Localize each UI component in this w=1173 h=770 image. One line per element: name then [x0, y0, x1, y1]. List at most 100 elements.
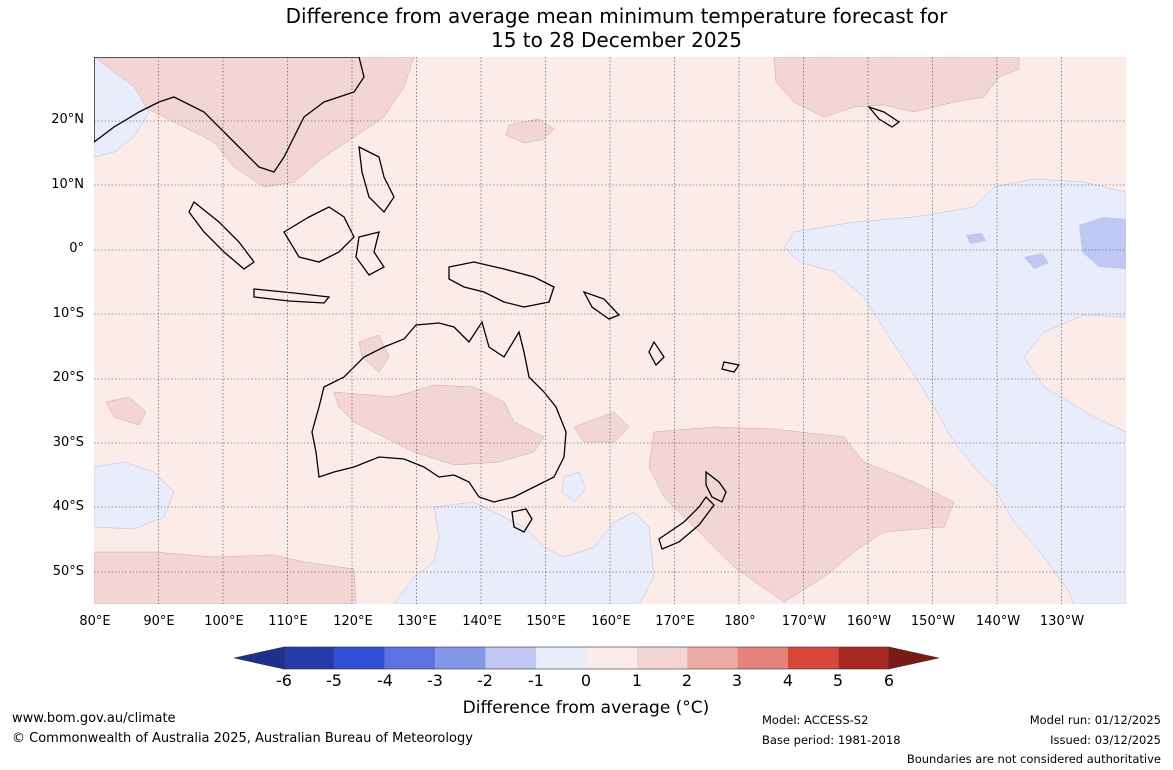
lat-label-30s: 30°S: [52, 435, 84, 450]
lon-label-100e: 100°E: [204, 614, 244, 629]
colorbar-tick: 2: [681, 671, 693, 690]
lon-label-140e: 140°E: [462, 614, 502, 629]
cool-patch-bight: [561, 471, 587, 503]
title-line-2: 15 to 28 December 2025: [490, 28, 742, 52]
website-link[interactable]: www.bom.gov.au/climate: [12, 711, 176, 726]
colorbar-tick: 4: [782, 671, 794, 690]
solomon-islands: [582, 290, 621, 320]
strong-cool-patch-2: [1024, 253, 1049, 269]
warm-patch-west-indian: [105, 396, 147, 426]
lat-label-0: 0°: [69, 241, 84, 256]
colorbar-tick: 0: [580, 671, 592, 690]
lon-label-130w: 130°W: [1039, 614, 1085, 629]
colorbar-band: [334, 647, 385, 669]
strong-cool-patch-1: [1079, 217, 1126, 269]
philippines-coast: [358, 145, 395, 214]
model-name: Model: ACCESS-S2: [762, 713, 869, 727]
lon-label-90e: 90°E: [143, 614, 175, 629]
indochina-coast: [94, 57, 365, 173]
warm-patch-coral-sea: [573, 411, 630, 443]
java-coast: [253, 288, 331, 304]
tasmania-coast: [511, 508, 533, 533]
borneo-coast: [283, 206, 355, 263]
lon-label-110e: 110°E: [268, 614, 308, 629]
lon-label-160e: 160°E: [591, 614, 631, 629]
lat-label-20n: 20°N: [51, 112, 84, 127]
copyright-text: © Commonwealth of Australia 2025, Austra…: [12, 731, 473, 746]
new-zealand-north-coast: [705, 470, 727, 503]
australia-coast: [311, 320, 567, 503]
lon-label-180: 180°: [724, 614, 756, 629]
colorbar-band: [586, 647, 637, 669]
forecast-map: [94, 57, 1126, 604]
warm-patch-western-oz: [358, 334, 390, 373]
lon-label-120e: 120°E: [333, 614, 373, 629]
colorbar-band: [838, 647, 889, 669]
lon-label-160w: 160°W: [846, 614, 892, 629]
colorbar-tick: 1: [631, 671, 643, 690]
colorbar: [234, 646, 939, 670]
lon-label-170w: 170°W: [781, 614, 827, 629]
coastlines: [94, 57, 901, 550]
lat-label-20s: 20°S: [52, 370, 84, 385]
cool-patch-equatorial-pacific: [783, 178, 1126, 604]
colorbar-band: [536, 647, 587, 669]
cool-patch-south-australia: [393, 501, 655, 604]
colorbar-arrow-low: [234, 646, 285, 670]
colorbar-arrow-high: [888, 646, 939, 670]
lat-label-10s: 10°S: [52, 306, 84, 321]
strong-cool-anomaly-regions: [966, 217, 1126, 269]
colorbar-label: Difference from average (°C): [462, 698, 710, 718]
colorbar-band: [687, 647, 738, 669]
lon-label-150e: 150°E: [526, 614, 566, 629]
lon-label-130e: 130°E: [397, 614, 437, 629]
lat-label-40s: 40°S: [52, 499, 84, 514]
new-guinea-coast: [448, 261, 555, 308]
colorbar-frame: [283, 646, 890, 670]
lon-label-80e: 80°E: [79, 614, 111, 629]
graticule: [94, 57, 1126, 604]
warm-patch-south-indian: [94, 551, 357, 604]
colorbar-tick: 3: [731, 671, 743, 690]
hawaii-islands: [867, 105, 901, 128]
title-line-1: Difference from average mean minimum tem…: [285, 4, 948, 28]
colorbar-band: [284, 647, 335, 669]
colorbar-tick: -5: [326, 671, 342, 690]
warm-patch-north-pacific: [773, 57, 1020, 118]
colorbar-band: [435, 647, 486, 669]
colorbar-band: [636, 647, 688, 669]
lon-label-140w: 140°W: [975, 614, 1021, 629]
cool-patch-southern-indian: [94, 461, 175, 530]
warm-patch-small-pacific: [505, 118, 555, 144]
strong-cool-patch-3: [966, 233, 986, 244]
colorbar-tick: -4: [377, 671, 393, 690]
map-canvas: [94, 57, 1126, 604]
warm-patch-tasman: [648, 426, 955, 603]
colorbar-band: [485, 647, 536, 669]
colorbar-band: [384, 647, 436, 669]
cool-anomaly-regions: [94, 57, 1126, 604]
vanuatu-fiji: [648, 340, 741, 373]
boundary-disclaimer: Boundaries are not considered authoritat…: [906, 752, 1161, 766]
colorbar-tick: -3: [427, 671, 443, 690]
warm-patch-australia: [333, 384, 545, 466]
colorbar-tick: -6: [276, 671, 292, 690]
sulawesi-coast: [355, 231, 385, 276]
lat-label-50s: 50°S: [52, 564, 84, 579]
colorbar-tick: 5: [832, 671, 844, 690]
colorbar-band: [788, 647, 839, 669]
chart-title: Difference from average mean minimum tem…: [0, 4, 1173, 52]
colorbar-band: [737, 647, 788, 669]
lon-label-170e: 170°E: [655, 614, 695, 629]
sumatra-coast: [188, 200, 255, 270]
colorbar-tick: 6: [883, 671, 895, 690]
lon-label-150w: 150°W: [910, 614, 956, 629]
new-zealand-south-coast: [658, 495, 715, 550]
issued-date: Issued: 03/12/2025: [1050, 733, 1161, 747]
warm-anomaly-regions: [94, 57, 1020, 604]
lat-label-10n: 10°N: [51, 177, 84, 192]
model-run-date: Model run: 01/12/2025: [1029, 713, 1161, 727]
colorbar-tick: -2: [477, 671, 493, 690]
colorbar-tick: -1: [528, 671, 544, 690]
base-period: Base period: 1981-2018: [762, 733, 901, 747]
